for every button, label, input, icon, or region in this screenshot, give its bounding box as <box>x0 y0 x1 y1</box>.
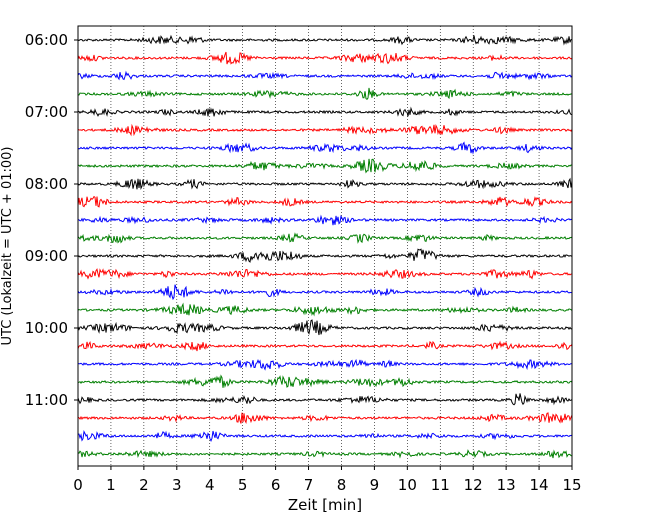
trace-line <box>77 430 573 442</box>
y-tick-label: 09:00 <box>25 247 68 265</box>
trace-line <box>77 141 573 155</box>
trace-line <box>77 214 573 226</box>
y-tick-label: 08:00 <box>25 175 68 193</box>
trace-line <box>77 319 573 336</box>
trace-line <box>77 412 573 424</box>
trace-line <box>77 449 573 459</box>
x-tick-label: 10 <box>398 476 417 494</box>
x-tick-label: 12 <box>464 476 483 494</box>
x-tick-label: 11 <box>431 476 450 494</box>
trace-line <box>77 358 573 371</box>
trace-line <box>77 177 573 191</box>
x-axis-ticks: 0 1 2 3 4 5 6 7 8 9 10 11 12 13 14 15 <box>73 466 582 494</box>
trace-line <box>77 195 573 208</box>
x-tick-label: 3 <box>172 476 182 494</box>
x-tick-label: 8 <box>337 476 347 494</box>
x-tick-label: 1 <box>106 476 116 494</box>
x-tick-label: 9 <box>370 476 380 494</box>
y-tick-label: 07:00 <box>25 103 68 121</box>
trace-line <box>77 248 573 263</box>
trace-group <box>77 34 573 459</box>
x-axis-label: Zeit [min] <box>288 496 362 514</box>
trace-line <box>77 284 573 301</box>
y-tick-label: 10:00 <box>25 319 68 337</box>
trace-line <box>77 393 573 406</box>
trace-line <box>77 340 573 352</box>
x-tick-label: 14 <box>530 476 549 494</box>
x-tick-label: 7 <box>304 476 314 494</box>
plot-frame <box>77 25 573 467</box>
trace-line <box>77 123 573 137</box>
y-tick-label: 11:00 <box>25 391 68 409</box>
y-axis-ticks: 06:00 07:00 08:00 09:00 10:00 11:00 <box>25 31 78 409</box>
y-axis-label: UTC (Lokalzeit = UTC + 01:00) <box>0 147 15 346</box>
plot-background <box>78 26 572 466</box>
y-tick-label: 06:00 <box>25 31 68 49</box>
x-tick-label: 13 <box>497 476 516 494</box>
trace-line <box>77 87 573 101</box>
x-tick-label: 6 <box>271 476 281 494</box>
trace-line <box>77 158 573 174</box>
trace-line <box>77 302 573 317</box>
trace-line <box>77 232 573 244</box>
x-tick-label: 2 <box>139 476 149 494</box>
x-tick-label: 15 <box>562 476 581 494</box>
trace-line <box>77 106 573 117</box>
trace-line <box>77 268 573 280</box>
x-tick-label: 0 <box>73 476 83 494</box>
trace-line <box>77 374 573 388</box>
x-tick-label: 5 <box>238 476 248 494</box>
trace-line <box>77 34 573 46</box>
grid-lines <box>110 26 540 466</box>
trace-line <box>77 70 573 81</box>
trace-line <box>77 51 573 65</box>
x-tick-label: 4 <box>205 476 215 494</box>
